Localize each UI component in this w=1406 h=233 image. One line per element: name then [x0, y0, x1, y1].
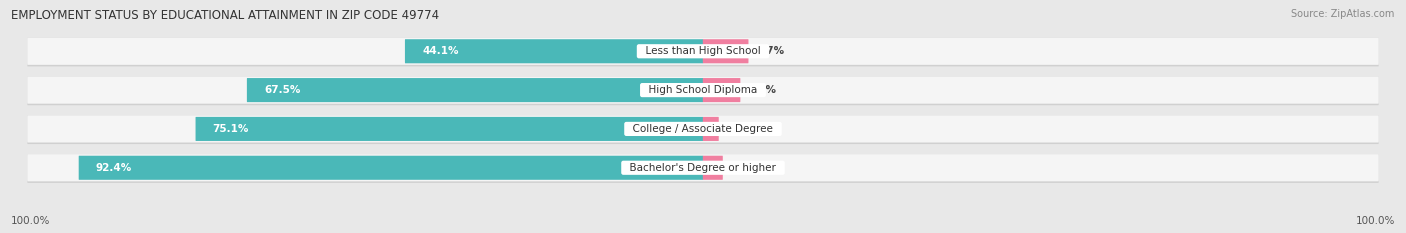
Text: 2.9%: 2.9% [730, 163, 758, 173]
FancyBboxPatch shape [27, 154, 1379, 183]
FancyBboxPatch shape [703, 78, 741, 102]
FancyBboxPatch shape [27, 38, 1379, 65]
FancyBboxPatch shape [27, 115, 1379, 144]
FancyBboxPatch shape [79, 156, 703, 180]
Text: High School Diploma: High School Diploma [643, 85, 763, 95]
Text: 75.1%: 75.1% [212, 124, 249, 134]
Text: 92.4%: 92.4% [96, 163, 132, 173]
FancyBboxPatch shape [195, 117, 703, 141]
FancyBboxPatch shape [27, 76, 1379, 105]
FancyBboxPatch shape [405, 39, 703, 63]
Text: 44.1%: 44.1% [422, 46, 458, 56]
Text: 5.5%: 5.5% [747, 85, 776, 95]
Text: 100.0%: 100.0% [11, 216, 51, 226]
Text: Less than High School: Less than High School [638, 46, 768, 56]
Text: 100.0%: 100.0% [1355, 216, 1395, 226]
Text: College / Associate Degree: College / Associate Degree [626, 124, 780, 134]
FancyBboxPatch shape [247, 78, 703, 102]
FancyBboxPatch shape [27, 38, 1379, 66]
Text: 2.3%: 2.3% [725, 124, 754, 134]
FancyBboxPatch shape [703, 39, 748, 63]
FancyBboxPatch shape [703, 117, 718, 141]
Text: 6.7%: 6.7% [755, 46, 785, 56]
FancyBboxPatch shape [703, 156, 723, 180]
FancyBboxPatch shape [27, 76, 1379, 104]
Text: EMPLOYMENT STATUS BY EDUCATIONAL ATTAINMENT IN ZIP CODE 49774: EMPLOYMENT STATUS BY EDUCATIONAL ATTAINM… [11, 9, 439, 22]
Text: Bachelor's Degree or higher: Bachelor's Degree or higher [623, 163, 783, 173]
Text: 67.5%: 67.5% [264, 85, 301, 95]
FancyBboxPatch shape [27, 115, 1379, 143]
Text: Source: ZipAtlas.com: Source: ZipAtlas.com [1291, 9, 1395, 19]
FancyBboxPatch shape [27, 154, 1379, 181]
